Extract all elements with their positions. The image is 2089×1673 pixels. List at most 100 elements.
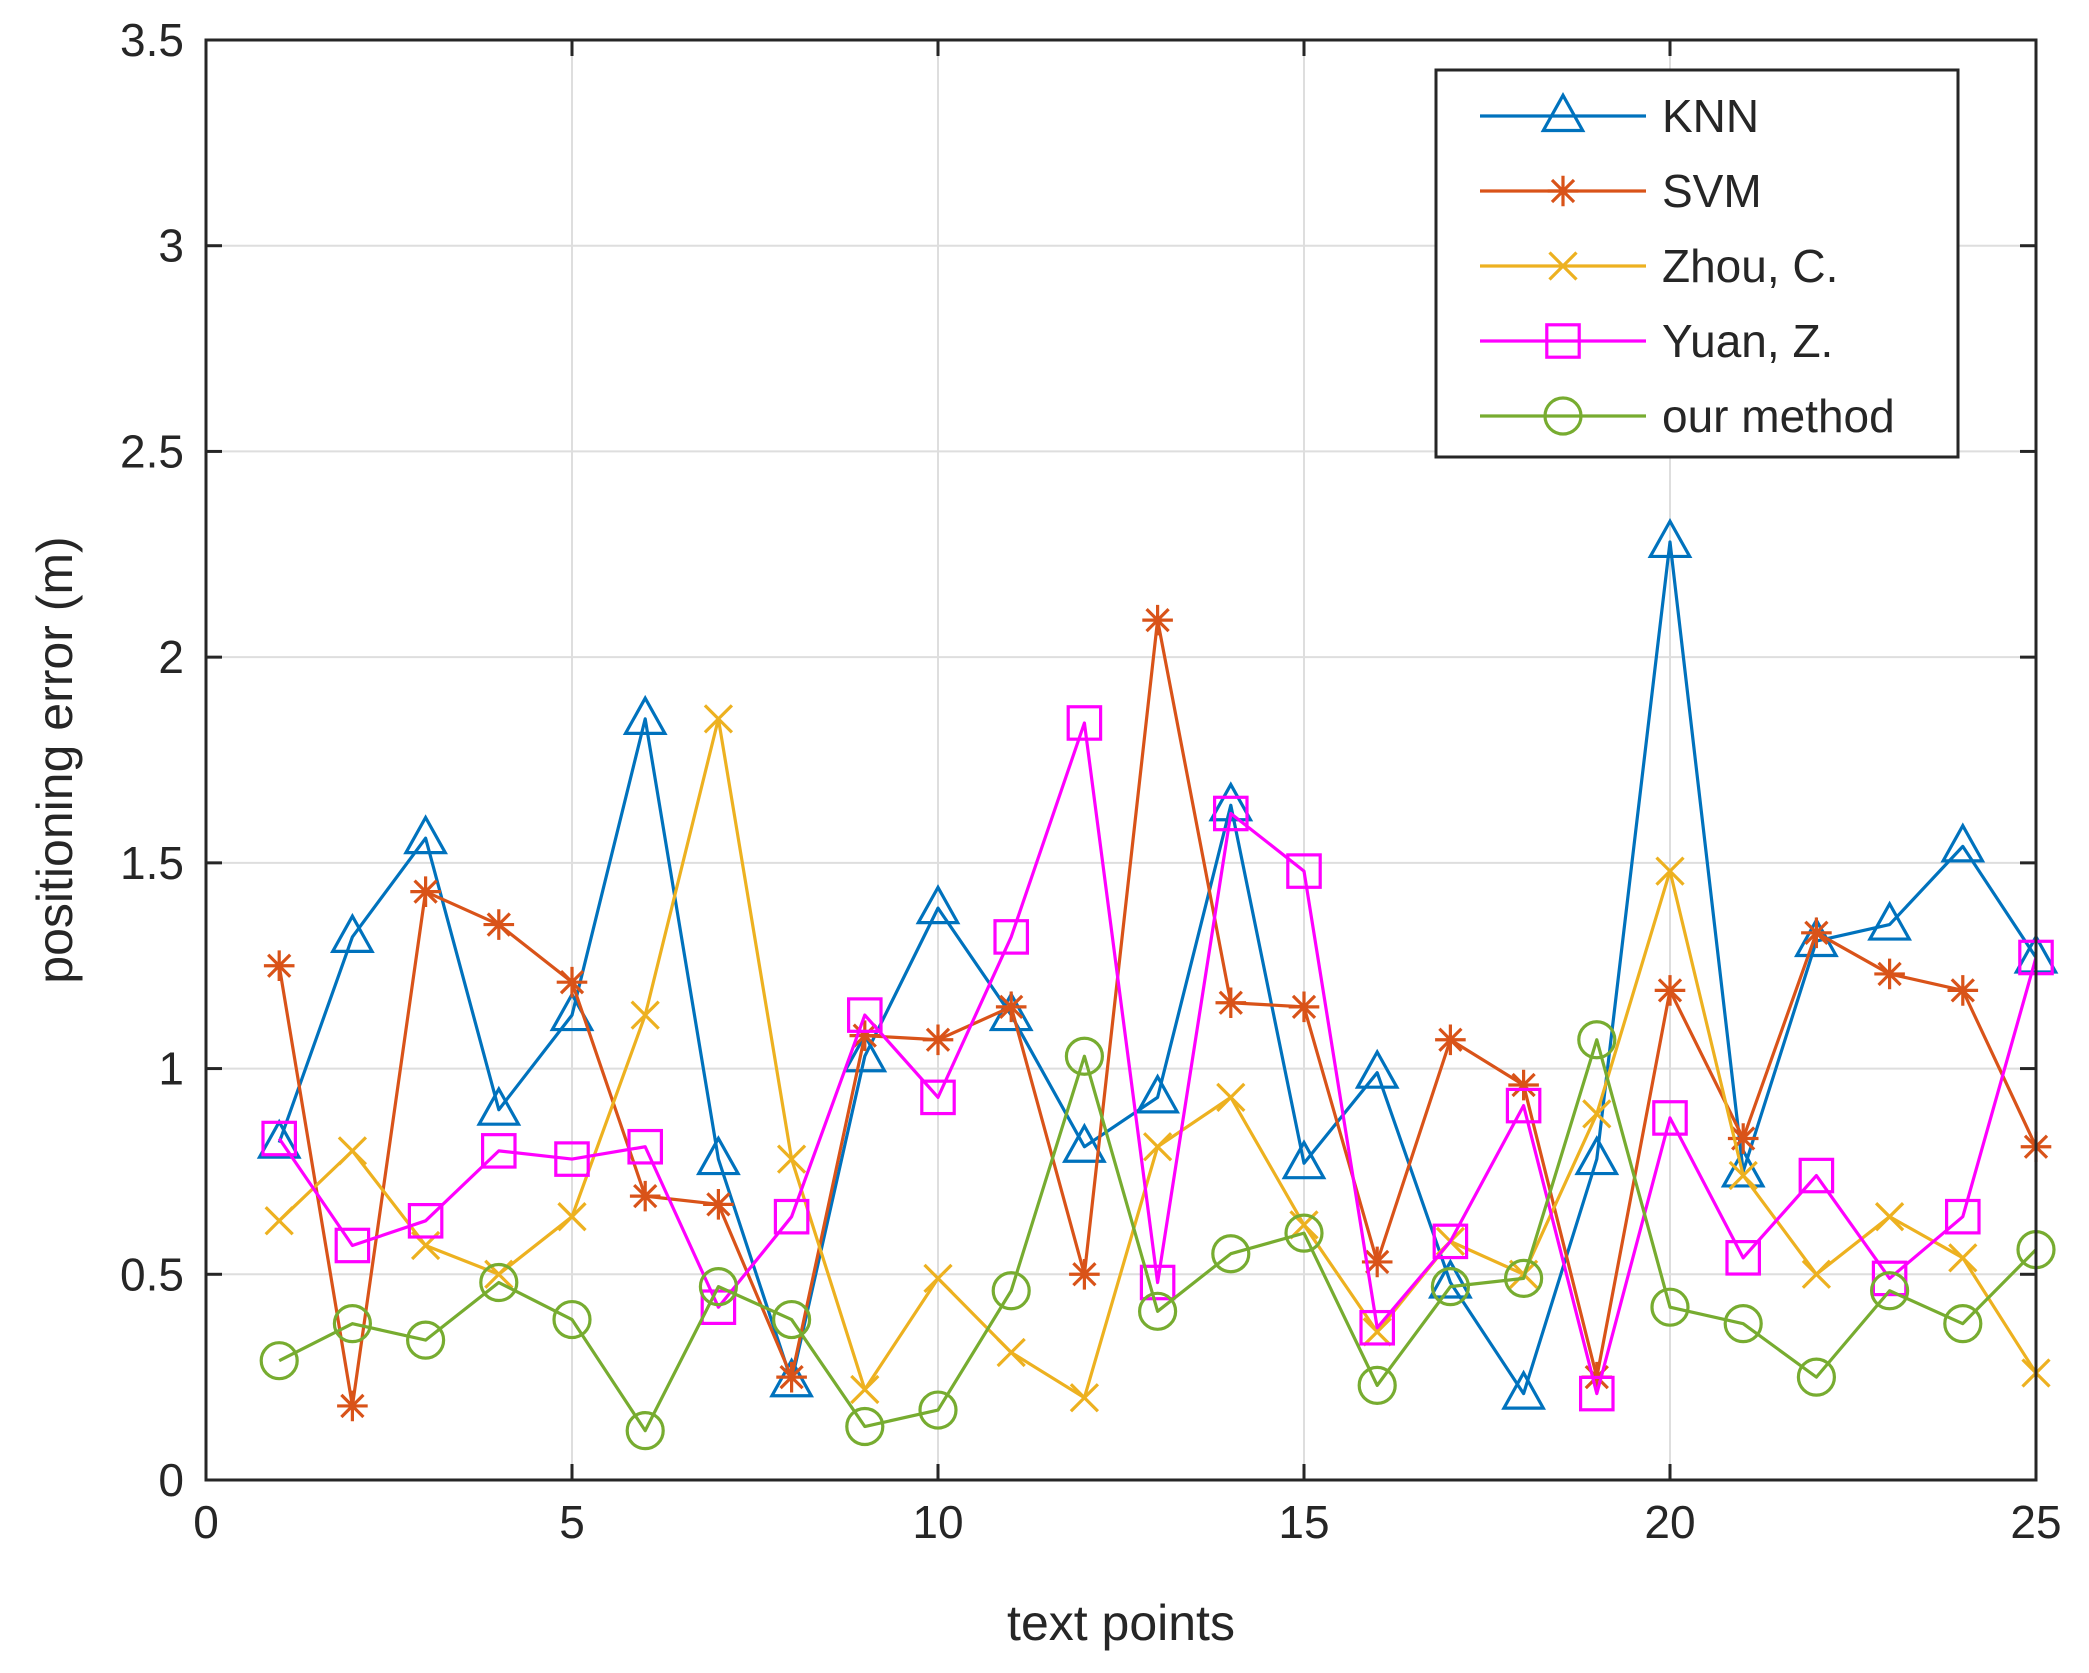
x-marker <box>1801 1259 1832 1289</box>
circle-marker <box>332 1304 372 1344</box>
circle-marker <box>1723 1304 1763 1344</box>
x-marker <box>630 1000 660 1030</box>
legend-item: SVM <box>1480 165 1762 217</box>
asterisk-marker <box>922 1024 954 1056</box>
square-marker <box>1871 1260 1908 1297</box>
circle-marker <box>1284 1213 1324 1253</box>
triangle-marker <box>1428 1258 1473 1299</box>
circle-marker <box>1869 1271 1910 1311</box>
x-tick-label: 10 <box>912 1496 963 1548</box>
y-tick-label: 0.5 <box>120 1248 184 1300</box>
asterisk-marker <box>1288 991 1320 1023</box>
triangle-marker <box>622 694 668 735</box>
legend-label: Zhou, C. <box>1662 240 1838 292</box>
y-tick-label: 3.5 <box>120 14 184 66</box>
square-marker <box>1286 853 1322 889</box>
x-axis-label: text points <box>1007 1595 1235 1651</box>
square-marker <box>554 1141 590 1177</box>
x-marker <box>923 1263 953 1294</box>
square-marker <box>1798 1157 1835 1194</box>
asterisk-marker <box>263 950 295 982</box>
square-marker <box>846 997 883 1033</box>
legend-item: KNN <box>1480 90 1759 142</box>
asterisk-marker <box>1435 1024 1466 1056</box>
circle-marker <box>1577 1020 1617 1060</box>
square-marker <box>627 1128 664 1165</box>
asterisk-marker <box>1547 175 1579 207</box>
triangle-marker <box>696 1135 741 1176</box>
x-marker <box>264 1206 294 1236</box>
ticks: 0 5 10 15 20 25 0 0.5 1 1.5 2 2.5 3 3.5 <box>120 14 2062 1548</box>
x-marker <box>1582 1099 1612 1129</box>
triangle-marker <box>1720 1147 1766 1188</box>
circle-marker <box>1503 1258 1544 1299</box>
square-marker <box>481 1133 517 1169</box>
x-tick-label: 20 <box>1644 1496 1695 1548</box>
series-svm <box>263 604 2052 1422</box>
x-marker <box>1874 1202 1905 1232</box>
asterisk-marker <box>483 909 515 940</box>
x-marker <box>1548 251 1578 281</box>
circle-marker <box>479 1262 519 1303</box>
asterisk-marker <box>849 1020 881 1051</box>
circle-marker <box>918 1390 958 1430</box>
triangle-marker <box>1281 1139 1327 1180</box>
asterisk-marker <box>1215 987 1247 1019</box>
circle-marker <box>625 1411 665 1451</box>
asterisk-marker <box>1801 917 1832 949</box>
asterisk-marker <box>1947 975 1979 1006</box>
asterisk-marker <box>1654 975 1686 1006</box>
square-marker <box>1212 795 1249 832</box>
asterisk-marker <box>776 1361 807 1393</box>
asterisk-marker <box>1069 1258 1100 1290</box>
circle-marker <box>259 1341 299 1381</box>
x-marker <box>1728 1160 1758 1191</box>
circle-marker <box>698 1267 739 1307</box>
x-marker <box>1142 1132 1173 1162</box>
x-marker <box>1948 1243 1978 1273</box>
circle-marker <box>771 1299 812 1340</box>
square-marker <box>993 919 1030 955</box>
legend-item: our method <box>1480 390 1895 442</box>
legend: KNN SVM Zhou, C. Yuan, Z. our method <box>1434 68 1960 459</box>
x-marker <box>703 704 734 734</box>
square-marker <box>407 1202 444 1239</box>
circle-marker <box>406 1320 446 1360</box>
asterisk-marker <box>1727 1123 1759 1154</box>
legend-item: Yuan, Z. <box>1480 315 1833 367</box>
x-marker <box>337 1136 368 1166</box>
triangle-marker <box>256 1118 302 1159</box>
square-marker <box>1066 705 1103 741</box>
triangle-marker <box>1940 822 1986 863</box>
x-tick-label: 5 <box>559 1496 585 1548</box>
x-marker <box>850 1374 880 1405</box>
x-tick-label: 15 <box>1278 1496 1329 1548</box>
circle-marker <box>1943 1304 1983 1344</box>
circle-marker <box>1796 1357 1837 1397</box>
triangle-marker <box>1867 900 1912 941</box>
x-marker <box>557 1202 587 1232</box>
triangle-marker <box>842 1032 888 1073</box>
x-marker <box>1216 1082 1246 1113</box>
circle-marker <box>1064 1036 1105 1076</box>
asterisk-marker <box>1361 1246 1393 1278</box>
y-tick-label: 1 <box>158 1043 184 1095</box>
triangle-marker <box>1062 1122 1107 1163</box>
circle-marker <box>1137 1291 1178 1331</box>
y-tick-label: 1.5 <box>120 837 184 889</box>
square-marker <box>1432 1223 1469 1260</box>
circle-marker <box>1430 1267 1471 1307</box>
asterisk-marker <box>629 1180 661 1212</box>
x-marker <box>1362 1317 1392 1347</box>
circle-marker <box>845 1406 885 1447</box>
axes-box <box>204 38 2038 1482</box>
circle-marker <box>1543 396 1583 436</box>
y-tick-label: 2.5 <box>120 425 184 477</box>
x-tick-label: 0 <box>193 1496 219 1548</box>
triangle-marker <box>1647 517 1693 559</box>
series-line <box>278 1038 2038 1433</box>
legend-label: our method <box>1662 390 1895 442</box>
square-marker <box>1652 1100 1688 1136</box>
square-marker <box>1139 1264 1176 1301</box>
square-marker <box>700 1289 737 1326</box>
